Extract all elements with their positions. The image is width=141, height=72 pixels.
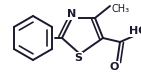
Text: O: O bbox=[109, 62, 119, 72]
Text: HO: HO bbox=[129, 26, 141, 36]
Text: CH₃: CH₃ bbox=[112, 4, 130, 14]
Text: N: N bbox=[67, 9, 77, 19]
Text: S: S bbox=[74, 53, 82, 63]
